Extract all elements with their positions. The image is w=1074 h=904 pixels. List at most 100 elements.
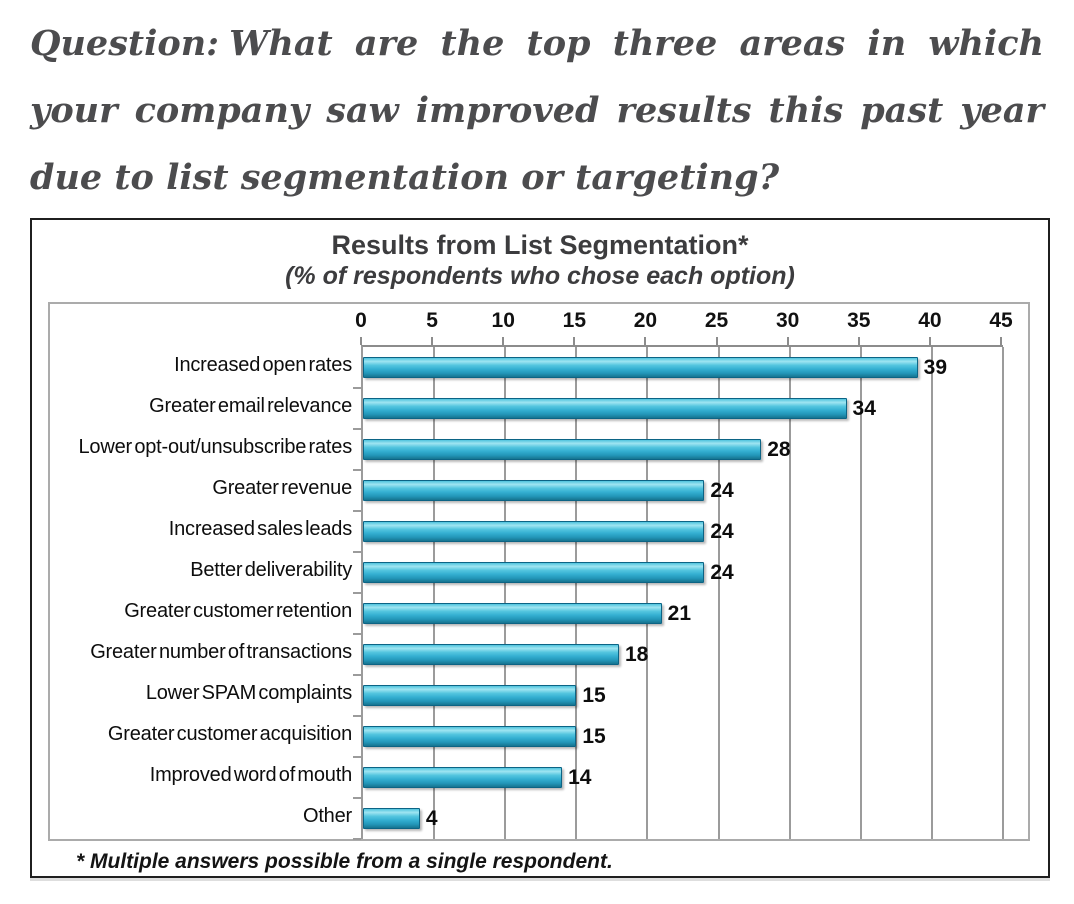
axis-tick-label: 15 [562, 309, 587, 332]
bar-value-label: 24 [710, 519, 734, 543]
plot-body: Increased open rates Greater email releva… [50, 345, 1028, 840]
category-label: Greater revenue [212, 477, 352, 499]
axis-tick-mark [857, 337, 860, 345]
bar [363, 357, 918, 378]
gridline [859, 347, 862, 839]
row-boundary-tick [353, 551, 361, 553]
plot-area: 39 34 28 24 24 24 21 18 15 15 14 4 [353, 345, 1004, 840]
row-boundary-tick [353, 797, 361, 799]
bar-row: 39 [363, 347, 1003, 388]
bar-row: 24 [363, 470, 1003, 511]
category-label: Other [302, 805, 352, 827]
row-boundary-tick [353, 633, 361, 635]
category-label: Greater number of transactions [90, 641, 352, 663]
bar [363, 603, 662, 624]
axis-tick-label: 40 [918, 309, 942, 332]
row-boundary-tick [353, 428, 361, 430]
bar-row: 14 [363, 757, 1003, 798]
axis-tick-label: 20 [633, 309, 658, 332]
bar-value-label: 24 [710, 478, 734, 502]
axis-tick-mark [786, 337, 789, 345]
axis-labels-row: 0 5 10 15 20 25 30 35 40 45 [355, 304, 1013, 345]
bar-value-label: 21 [667, 601, 692, 625]
category-label: Greater email relevance [149, 395, 352, 417]
category-label: Better deliverability [190, 559, 352, 581]
bar-value-label: 24 [710, 560, 734, 584]
bar-row: 21 [363, 593, 1003, 634]
bar [363, 726, 577, 747]
axis-tick-label: 5 [426, 309, 438, 332]
bar [363, 439, 762, 460]
row-boundary-tick [353, 510, 361, 512]
chart-container: Results from List Segmentation* (% of re… [30, 218, 1050, 878]
category-label: Lower SPAM complaints [145, 682, 352, 704]
bar-row: 15 [363, 675, 1003, 716]
bar [363, 767, 563, 788]
bar [363, 685, 577, 706]
axis-tick-mark [502, 337, 505, 345]
category-label: Increased sales leads [168, 518, 352, 540]
axis-tick-mark [715, 337, 718, 345]
row-boundary-tick [353, 469, 361, 471]
axis-tick-mark [1000, 337, 1002, 345]
bar-value-label: 18 [625, 642, 649, 666]
question-text: What are the top three areas in which yo… [30, 23, 1044, 198]
plot-frame: 0 5 10 15 20 25 30 35 40 45 Increased open rates G… [48, 302, 1030, 841]
row-boundary-tick [353, 592, 361, 594]
gridline [1002, 347, 1004, 839]
bar-row: 18 [363, 634, 1003, 675]
axis-tick-label: 35 [847, 309, 871, 332]
row-boundary-tick [353, 756, 361, 758]
gridline [930, 347, 933, 839]
bar-value-label: 34 [852, 396, 876, 420]
axis-tick-label: 25 [704, 309, 729, 332]
gridline [788, 347, 791, 839]
bar-row: 15 [363, 716, 1003, 757]
bar [363, 644, 619, 665]
gridline [433, 347, 436, 839]
gridline [646, 347, 649, 839]
bar-value-label: 4 [425, 806, 438, 830]
bar [363, 808, 420, 829]
bar-row: 4 [363, 798, 1003, 839]
bar-row: 24 [363, 511, 1003, 552]
bar-value-label: 15 [582, 724, 606, 748]
axis-tick-label: 45 [989, 309, 1013, 332]
row-boundary-tick [353, 387, 361, 389]
bar-value-label: 15 [582, 683, 606, 707]
chart-subtitle: (% of respondents who chose each option) [285, 262, 795, 290]
gridline [504, 347, 507, 839]
row-boundary-tick [353, 838, 361, 840]
axis-tick-mark [928, 337, 931, 345]
axis-tick-label: 10 [491, 309, 515, 332]
chart-footnote: * Multiple answers possible from a singl… [76, 850, 613, 873]
bar-value-label: 14 [568, 765, 592, 789]
category-label: Greater customer retention [124, 600, 352, 622]
question-heading: Question: What are the top three areas in… [0, 0, 1074, 211]
row-boundary-tick [353, 674, 361, 676]
bar [363, 521, 705, 542]
category-label: Increased open rates [174, 354, 352, 376]
axis-tick-label: 30 [775, 309, 800, 332]
category-labels: Increased open rates Greater email releva… [50, 345, 361, 839]
chart-title: Results from List Segmentation* [331, 230, 749, 260]
bar-value-label: 39 [923, 355, 948, 379]
axis-tick-mark [431, 337, 434, 345]
bar [363, 398, 847, 419]
bar [363, 562, 705, 583]
question-label: Question: [30, 23, 220, 64]
gridline [575, 347, 578, 839]
axis-tick-mark [644, 337, 647, 345]
gridline [717, 347, 720, 839]
axis-tick-mark [573, 337, 576, 345]
bar-row: 24 [363, 552, 1003, 593]
bar [363, 480, 705, 501]
category-label: Greater customer acquisition [107, 723, 352, 745]
axis-tick-label: 0 [355, 309, 367, 332]
bar-row: 28 [363, 429, 1003, 470]
bar-row: 34 [363, 388, 1003, 429]
axis-tick-mark [360, 337, 362, 345]
category-label: Improved word of mouth [149, 764, 352, 786]
bar-value-label: 28 [767, 437, 791, 461]
